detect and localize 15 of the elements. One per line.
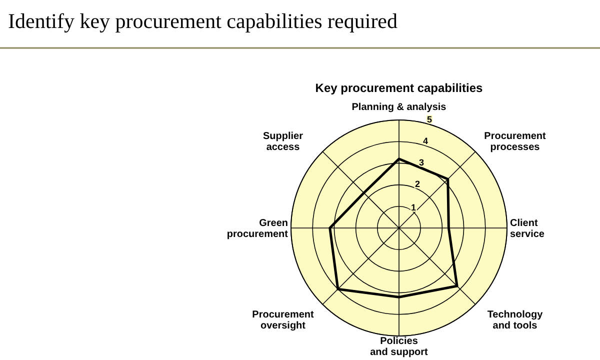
y-tick-label: 1 <box>411 202 416 212</box>
chart-subtitle: Key procurement capabilities <box>315 81 484 95</box>
spoke-label: Procurement oversight <box>252 309 315 332</box>
spoke-label: Procurement processes <box>484 131 547 154</box>
y-tick-label: 5 <box>427 114 432 125</box>
spoke-label: Technology and tools <box>487 309 544 332</box>
spoke-label: Planning & analysis <box>352 102 447 113</box>
chart-title: Identify key procurement capabilities required <box>8 9 398 33</box>
spoke-label: Policies and support <box>370 336 429 358</box>
spoke-label: Green procurement <box>226 218 289 240</box>
y-tick-label: 3 <box>419 157 424 168</box>
y-tick-label: 4 <box>423 136 428 146</box>
spoke-label: Client service <box>510 218 545 240</box>
y-tick-label: 2 <box>415 179 420 190</box>
spoke-label: Supplier access <box>262 131 304 154</box>
